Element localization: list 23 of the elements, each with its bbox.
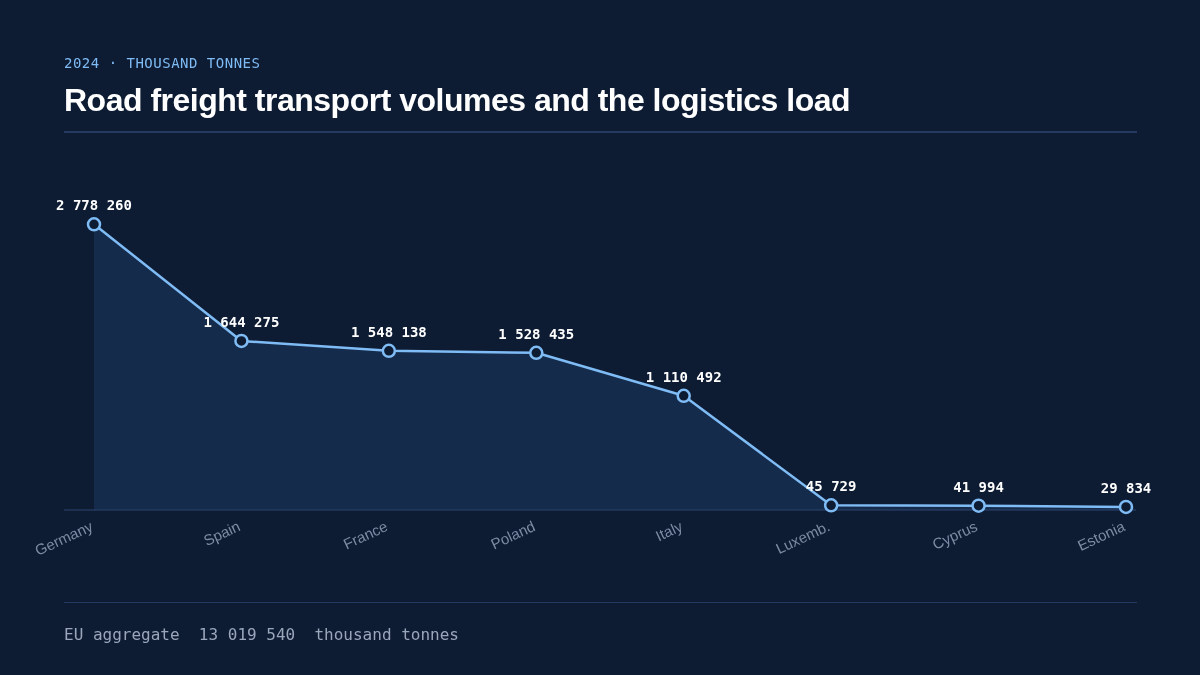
point (676, 388, 691, 404)
data-label: 1 528 435 (498, 325, 575, 342)
point (971, 498, 986, 513)
data-label: 45 729 (805, 478, 857, 495)
data-label: 1 644 275 (203, 313, 280, 330)
point (381, 343, 397, 359)
point (234, 333, 249, 349)
data-label: 2 778 260 (56, 197, 132, 214)
x-tick-label: Spain (200, 517, 243, 549)
point (529, 345, 544, 361)
x-tick-label: Italy (652, 517, 686, 545)
chart-title: Road freight transport volumes and the logistics load (64, 82, 851, 119)
chart-subtitle: 2024 · THOUSAND TONNES (64, 55, 261, 71)
data-label: 41 994 (953, 478, 1004, 495)
point (86, 217, 102, 232)
point (823, 498, 839, 513)
x-tick-label: France (340, 517, 391, 553)
x-tick-label: Cyprus (929, 517, 980, 553)
text: EU aggregate 13 019 540 thousand tonnes (64, 625, 459, 644)
data-label: 1 548 138 (350, 323, 427, 340)
data-label: 1 110 492 (645, 368, 722, 385)
data-label: 29 834 (1100, 479, 1152, 496)
point (1118, 499, 1134, 515)
